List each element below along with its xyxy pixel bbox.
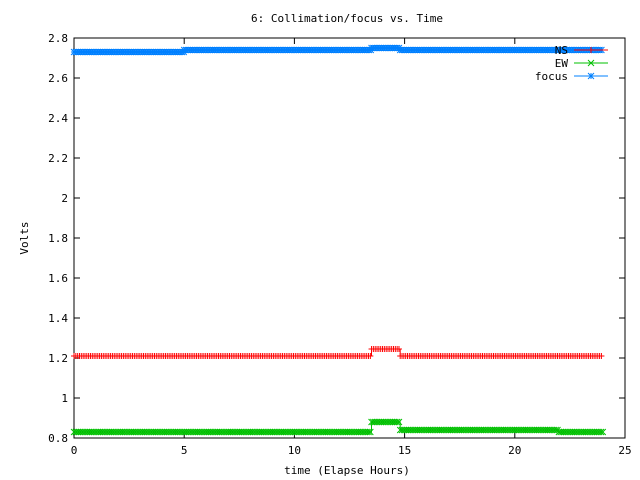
y-tick-label: 1.4: [48, 312, 68, 325]
series-ew-point: [599, 428, 607, 436]
y-tick-label: 2.2: [48, 152, 68, 165]
series-group: [70, 44, 607, 436]
legend-entry-focus-marker: [587, 72, 595, 80]
series-ew-point: [365, 428, 372, 436]
y-tick-label: 2.8: [48, 32, 68, 45]
chart-title: 6: Collimation/focus vs. Time: [251, 12, 443, 25]
y-tick-label: 1.2: [48, 352, 68, 365]
legend-entry-focus-label: focus: [535, 70, 568, 83]
legend-entry-ew-marker: [587, 59, 595, 67]
x-tick-label: 20: [508, 444, 521, 457]
legend-entry-ns: NS: [555, 44, 608, 57]
y-tick-label: 1.8: [48, 232, 68, 245]
y-tick-label: 2: [61, 192, 68, 205]
series-ns-line: [74, 348, 603, 357]
y-tick-label: 1.6: [48, 272, 68, 285]
y-tick-label: 2.6: [48, 72, 68, 85]
y-tick-label: 2.4: [48, 112, 68, 125]
legend-entry-ns-marker: [588, 47, 594, 53]
x-tick-label: 5: [181, 444, 188, 457]
legend-entry-ew: EW: [555, 57, 608, 70]
series-ew-point: [597, 428, 605, 436]
legend-entry-ew-label: EW: [555, 57, 569, 70]
series-ew-point: [552, 426, 560, 434]
series-focus: [70, 44, 605, 56]
x-axis-label: time (Elapse Hours): [284, 464, 410, 477]
legend-entry-focus: focus: [535, 70, 608, 83]
series-ew-point: [393, 418, 401, 426]
x-axis-ticks: 0 5 10 15 20 25: [71, 38, 632, 457]
y-tick-label: 0.8: [48, 432, 68, 445]
series-ew-point: [395, 418, 403, 426]
y-tick-label: 1: [61, 392, 68, 405]
x-tick-label: 15: [398, 444, 411, 457]
y-axis-ticks: 0.8 1 1.2 1.4 1.6 1.8 2 2.2 2.4 2.6 2.8: [48, 32, 625, 445]
series-ew-point: [366, 428, 374, 436]
series-ns-point: [367, 353, 374, 359]
x-tick-label: 10: [288, 444, 301, 457]
series-ns: [71, 346, 605, 359]
plot-frame: [73, 37, 626, 439]
series-ns-point: [598, 353, 605, 359]
series-ew-points: [70, 418, 607, 436]
x-tick-label: 25: [618, 444, 631, 457]
series-ns-points: [71, 346, 605, 359]
series-ns-point: [395, 346, 402, 352]
series-ew: [70, 418, 607, 436]
y-axis-label: Volts: [18, 221, 31, 254]
legend-entry-ns-label: NS: [555, 44, 568, 57]
x-tick-label: 0: [71, 444, 78, 457]
series-focus-points: [70, 44, 605, 56]
